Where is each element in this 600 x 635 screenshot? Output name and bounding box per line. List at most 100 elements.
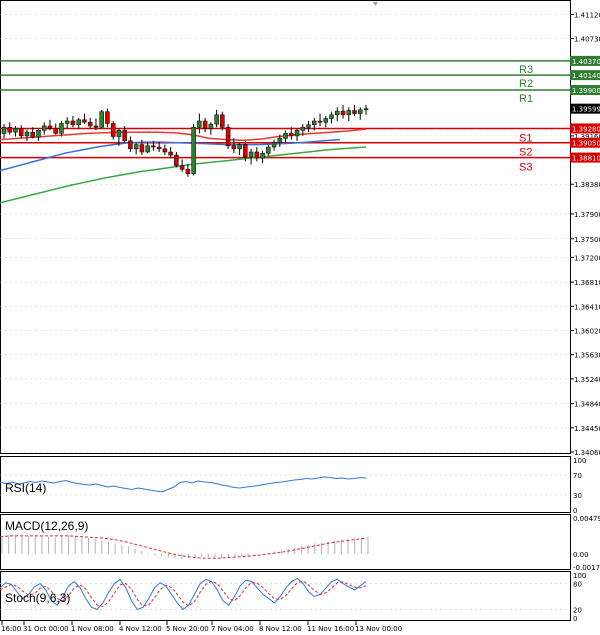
price-tick-label: 1.40730 [574, 36, 600, 44]
rsi-axis-label: 100 [573, 457, 586, 465]
bull-candle [346, 110, 352, 116]
bear-candle [53, 128, 58, 134]
bear-candle [254, 151, 260, 159]
bear-candle [185, 169, 191, 174]
bull-candle [323, 118, 329, 123]
price-tick-label: 1.36810 [574, 279, 600, 287]
stoch-main-line [0, 577, 367, 611]
bull-candle [248, 151, 254, 158]
bear-candle [340, 110, 346, 116]
bear-candle [289, 133, 294, 137]
stoch-axis-label: 0 [573, 615, 577, 623]
macd-axis-label: 0.00 [573, 551, 589, 559]
bear-candle [168, 151, 173, 156]
bear-candle [110, 123, 116, 137]
bear-candle [7, 126, 12, 133]
stoch-axis-label: 80 [573, 581, 582, 589]
bull-candle [1, 126, 7, 134]
bull-candle [294, 130, 300, 137]
bear-candle [231, 145, 237, 150]
bull-candle [260, 152, 265, 159]
price-tick-label: 1.35630 [574, 352, 600, 360]
bear-candle [47, 125, 53, 129]
bear-candle [122, 130, 127, 142]
main-chart-frame [0, 0, 571, 454]
level-price-label: 1.39280 [572, 125, 600, 133]
time-tick-label: 16:00 [1, 625, 21, 633]
level-name-s1: S1 [519, 132, 532, 144]
stoch-axis-label: 100 [573, 572, 586, 580]
bull-candle [76, 119, 81, 125]
macd-panel-frame [0, 514, 571, 570]
stoch-signal-line [0, 580, 367, 607]
macd-axis-label: -0.00177 [573, 564, 600, 572]
bull-candle [36, 130, 41, 138]
bear-candle [179, 165, 185, 170]
price-tick-label: 1.41120 [574, 11, 600, 19]
rsi-axis-label: 30 [573, 492, 582, 500]
bear-candle [162, 148, 168, 153]
bull-candle [41, 125, 47, 131]
price-tick-label: 1.37500 [574, 236, 600, 244]
level-price-label: 1.40370 [572, 58, 600, 66]
rsi-label: RSI(14) [5, 481, 46, 495]
bear-candle [202, 120, 208, 129]
rsi-axis-label: 70 [573, 472, 582, 480]
level-price-label: 1.39050 [572, 140, 600, 148]
scroll-marker-icon[interactable] [373, 2, 378, 6]
bull-candle [133, 144, 139, 150]
stoch-axis-label: 20 [573, 606, 582, 614]
bull-candle [208, 123, 214, 129]
bull-candle [277, 138, 283, 143]
bull-candle [358, 109, 363, 114]
time-tick-label: 8 Nov 12:00 [259, 625, 302, 633]
bear-candle [128, 140, 133, 150]
price-tick-label: 1.38380 [574, 181, 600, 189]
time-tick-label: 31 Oct 00:00 [23, 625, 69, 633]
macd-axis-label: 0.004799 [573, 515, 600, 523]
level-price-tag [570, 152, 600, 163]
bear-candle [174, 154, 179, 166]
bear-candle [243, 144, 248, 158]
bull-candle [363, 108, 369, 111]
level-name-r3: R3 [519, 64, 533, 76]
bear-candle [220, 114, 225, 128]
current-price-label: 1.39599 [572, 106, 600, 114]
bull-candle [214, 114, 219, 125]
bull-candle [335, 110, 340, 116]
bull-candle [64, 120, 70, 124]
price-tick-label: 1.34060 [574, 449, 600, 457]
price-tick-label: 1.39160 [574, 133, 600, 141]
time-tick-label: 1 Nov 08:00 [71, 625, 114, 633]
bear-candle [70, 120, 76, 125]
bull-candle [59, 123, 64, 134]
current-price-tag [570, 103, 600, 114]
bear-candle [93, 125, 99, 128]
bear-candle [82, 119, 87, 123]
bull-candle [283, 133, 288, 139]
bull-candle [237, 144, 242, 150]
bear-candle [105, 111, 110, 124]
bull-candle [116, 130, 122, 137]
bull-candle [300, 126, 306, 131]
bear-candle [352, 110, 357, 114]
level-price-label: 1.38810 [572, 155, 600, 163]
level-name-s2: S2 [519, 147, 532, 159]
rsi-axis-label: 0 [573, 507, 577, 515]
macd-label: MACD(12,26,9) [5, 519, 88, 533]
bear-candle [151, 145, 156, 148]
rsi-line [0, 476, 367, 493]
bull-candle [306, 124, 311, 128]
time-tick-label: 4 Nov 12:00 [119, 625, 162, 633]
level-name-r1: R1 [519, 93, 533, 105]
time-tick-label: 7 Nov 04:00 [211, 625, 254, 633]
bear-candle [30, 131, 35, 138]
level-price-tag [570, 55, 600, 66]
time-tick-label: 13 Nov 00:00 [355, 625, 402, 633]
level-price-tag [570, 137, 600, 148]
level-price-label: 1.40140 [572, 72, 600, 80]
ma-mid-line [0, 138, 341, 172]
price-tick-label: 1.36020 [574, 328, 600, 336]
bull-candle [13, 128, 18, 133]
bull-candle [312, 120, 317, 125]
